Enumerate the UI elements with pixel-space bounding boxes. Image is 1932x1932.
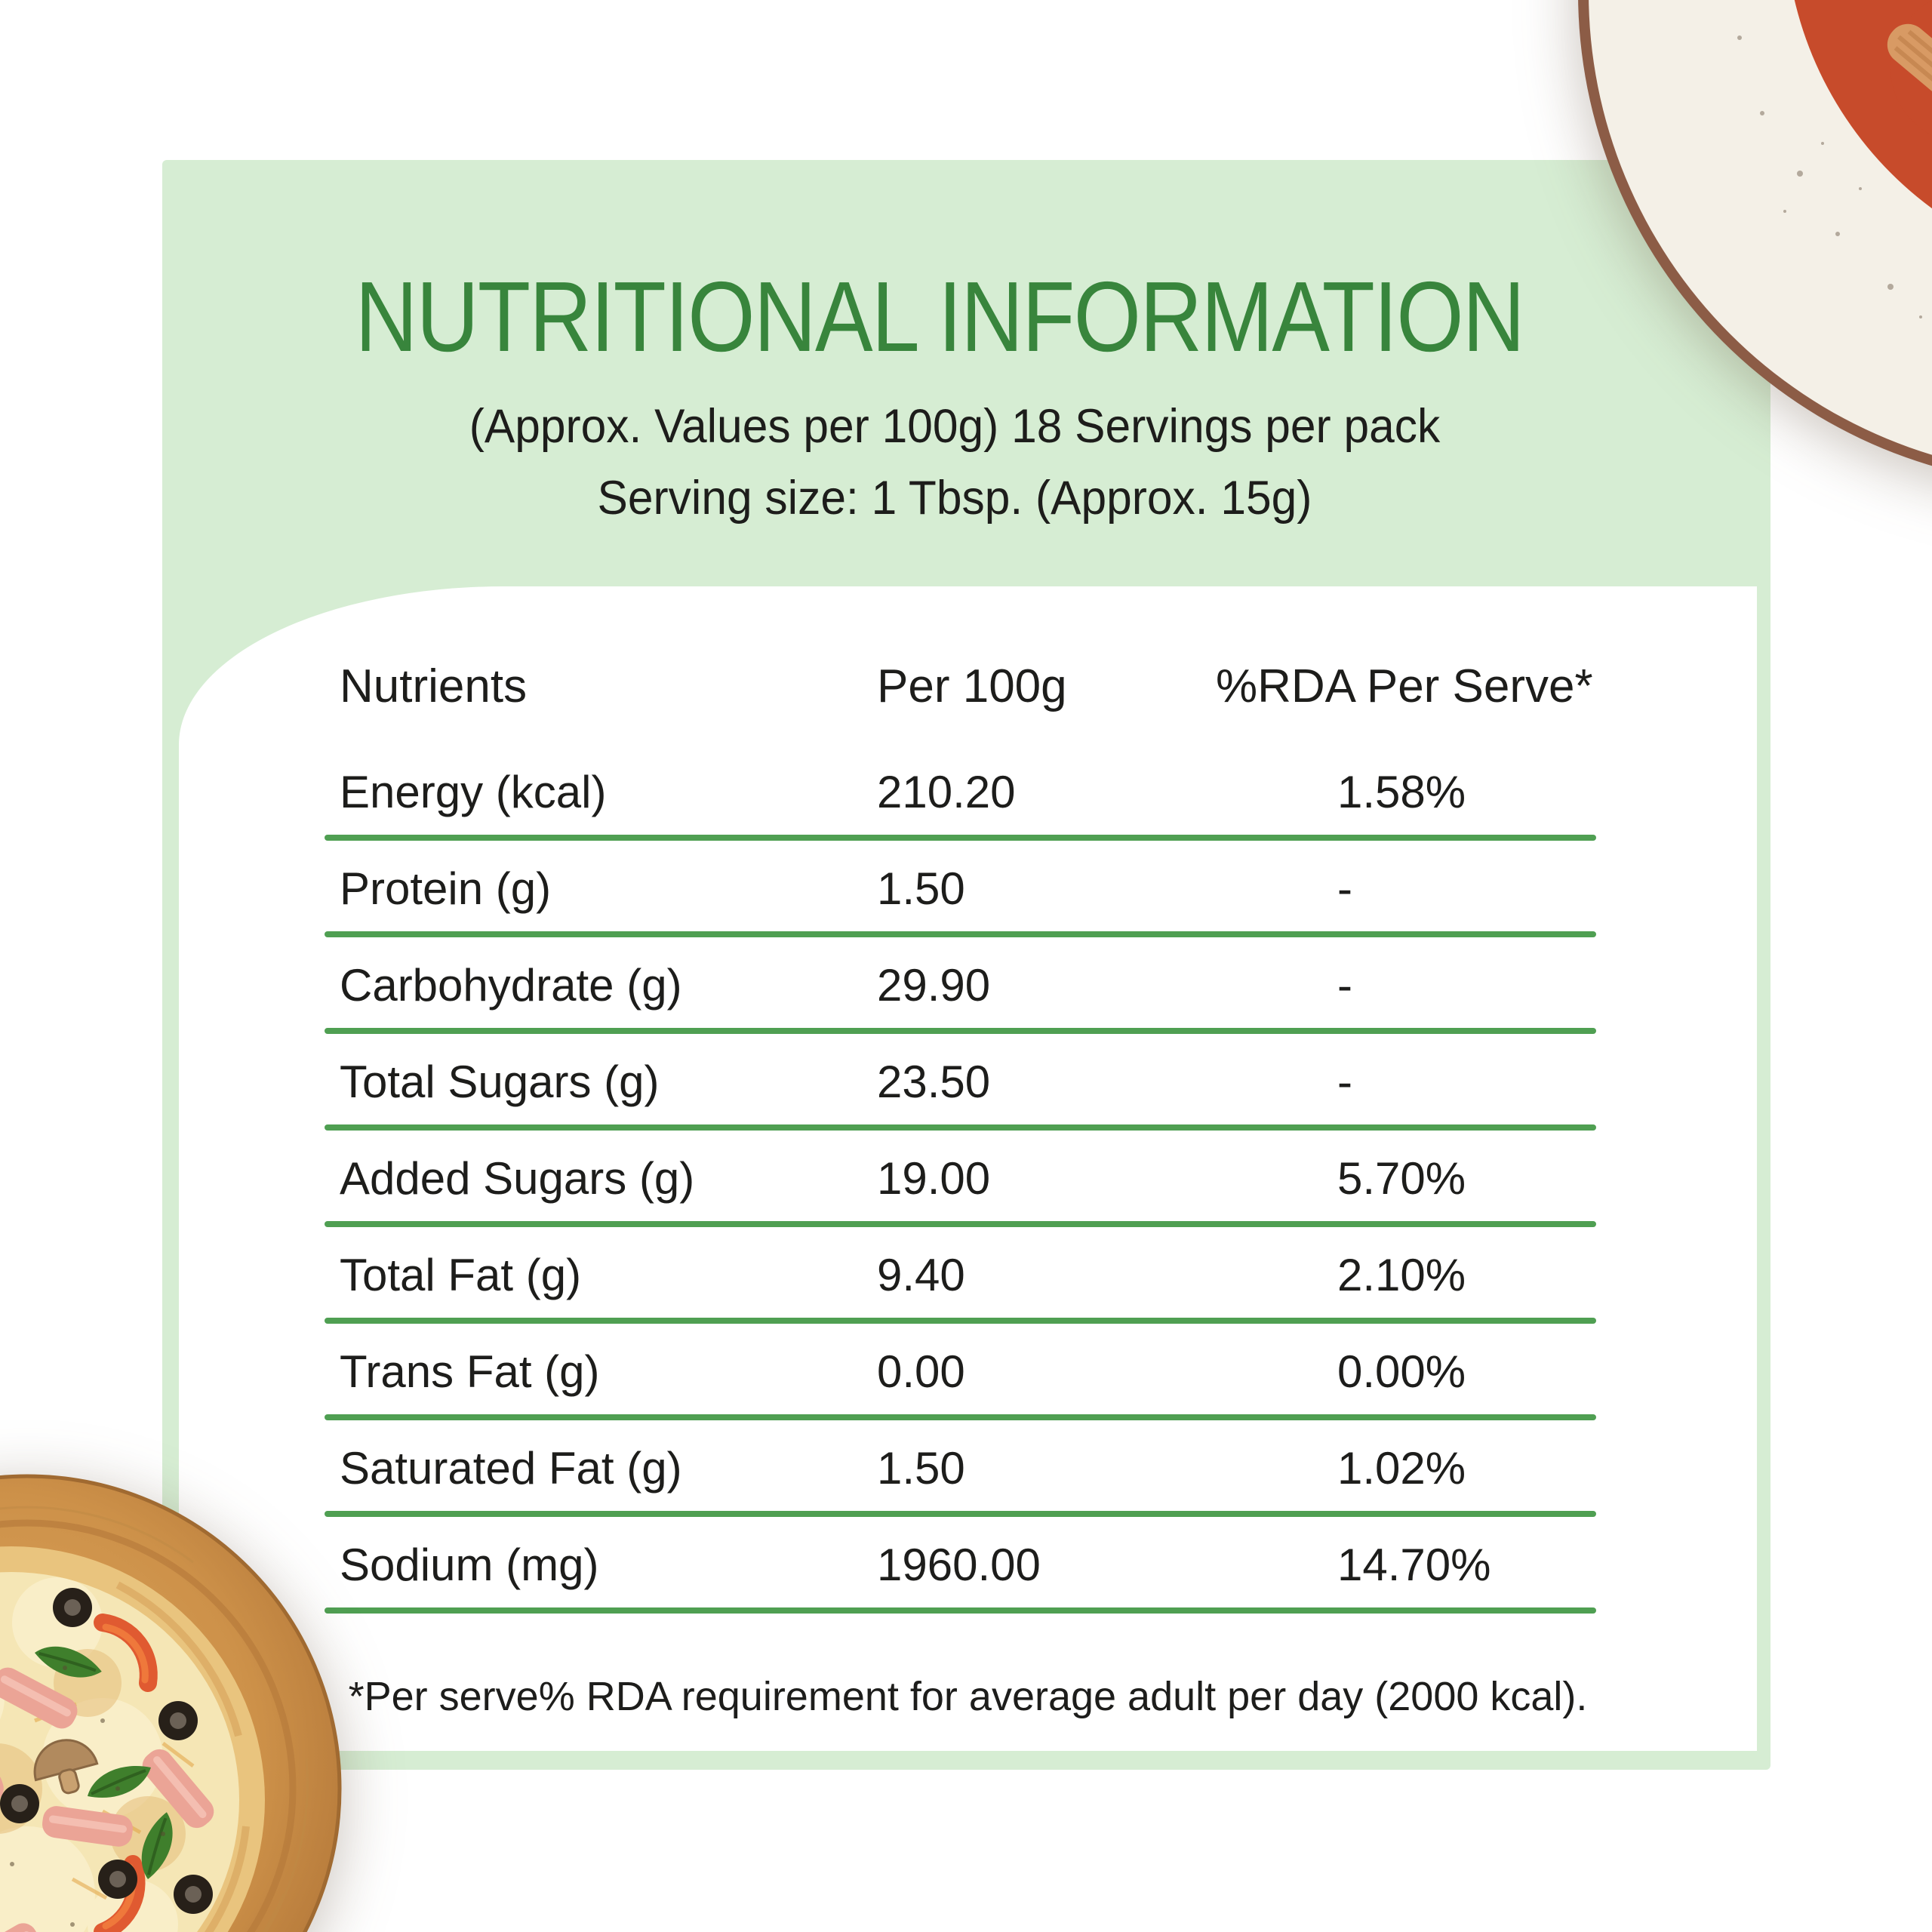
column-header-nutrients: Nutrients [340, 660, 528, 712]
table-header-row: Nutrients Per 100g %RDA Per Serve* [0, 660, 1932, 713]
row-separator [325, 1028, 1596, 1034]
nutrient-name: Trans Fat (g) [340, 1346, 600, 1397]
row-separator [325, 1607, 1596, 1614]
per-100g-value: 210.20 [877, 767, 1016, 817]
column-header-rda-per-serve: %RDA Per Serve* [1216, 660, 1593, 712]
table-row: Protein (g) 1.50 - [0, 863, 1932, 915]
row-separator [325, 1221, 1596, 1227]
per-100g-value: 29.90 [877, 960, 991, 1011]
rda-per-serve-value: 14.70% [1337, 1540, 1491, 1590]
nutrient-name: Total Fat (g) [340, 1250, 582, 1300]
rda-per-serve-value: - [1337, 863, 1352, 914]
page-title: NUTRITIONAL INFORMATION [355, 261, 1525, 372]
table-row: Sodium (mg) 1960.00 14.70% [0, 1539, 1932, 1592]
serving-info: (Approx. Values per 100g) 18 Servings pe… [343, 391, 1567, 534]
row-separator [325, 1414, 1596, 1420]
nutrient-name: Sodium (mg) [340, 1540, 599, 1590]
table-row: Energy (kcal) 210.20 1.58% [0, 766, 1932, 819]
table-row: Carbohydrate (g) 29.90 - [0, 959, 1932, 1012]
pasta-food [1785, 0, 1932, 279]
row-separator [325, 1511, 1596, 1517]
per-100g-value: 0.00 [877, 1346, 965, 1397]
serving-info-line2: Serving size: 1 Tbsp. (Approx. 15g) [597, 472, 1312, 525]
table-row: Total Sugars (g) 23.50 - [0, 1056, 1932, 1109]
rda-per-serve-value: 1.02% [1337, 1443, 1466, 1494]
table-row: Added Sugars (g) 19.00 5.70% [0, 1152, 1932, 1205]
pizza-toppings [0, 1577, 239, 1932]
per-100g-value: 23.50 [877, 1057, 991, 1107]
row-separator [325, 931, 1596, 937]
rda-per-serve-value: - [1337, 1057, 1352, 1107]
nutrient-name: Protein (g) [340, 863, 552, 914]
per-100g-value: 1960.00 [877, 1540, 1041, 1590]
nutrient-name: Added Sugars (g) [340, 1153, 695, 1204]
plate-speckles [1737, 35, 1922, 318]
per-100g-value: 9.40 [877, 1250, 965, 1300]
rda-per-serve-value: 2.10% [1337, 1250, 1466, 1300]
row-separator [325, 1318, 1596, 1324]
serving-info-line1: (Approx. Values per 100g) 18 Servings pe… [469, 400, 1441, 453]
per-100g-value: 19.00 [877, 1153, 991, 1204]
pasta-plate-photo [1578, 0, 1932, 466]
table-row: Total Fat (g) 9.40 2.10% [0, 1249, 1932, 1302]
nutrient-name: Carbohydrate (g) [340, 960, 682, 1011]
nutrient-name: Saturated Fat (g) [340, 1443, 682, 1494]
wood-grain [0, 1506, 309, 1932]
pizza-on-board-photo [0, 1474, 342, 1932]
nutrient-name: Energy (kcal) [340, 767, 607, 817]
table-row: Saturated Fat (g) 1.50 1.02% [0, 1442, 1932, 1495]
rda-footnote: *Per serve% RDA requirement for average … [348, 1674, 1588, 1719]
rda-per-serve-value: 1.58% [1337, 767, 1466, 817]
rda-per-serve-value: - [1337, 960, 1352, 1011]
row-separator [325, 1124, 1596, 1131]
column-header-per-100g: Per 100g [877, 660, 1067, 712]
label-card [179, 586, 1757, 1751]
rda-per-serve-value: 0.00% [1337, 1346, 1466, 1397]
per-100g-value: 1.50 [877, 863, 965, 914]
nutrient-name: Total Sugars (g) [340, 1057, 660, 1107]
row-separator [325, 835, 1596, 841]
table-row: Trans Fat (g) 0.00 0.00% [0, 1346, 1932, 1398]
per-100g-value: 1.50 [877, 1443, 965, 1494]
rda-per-serve-value: 5.70% [1337, 1153, 1466, 1204]
